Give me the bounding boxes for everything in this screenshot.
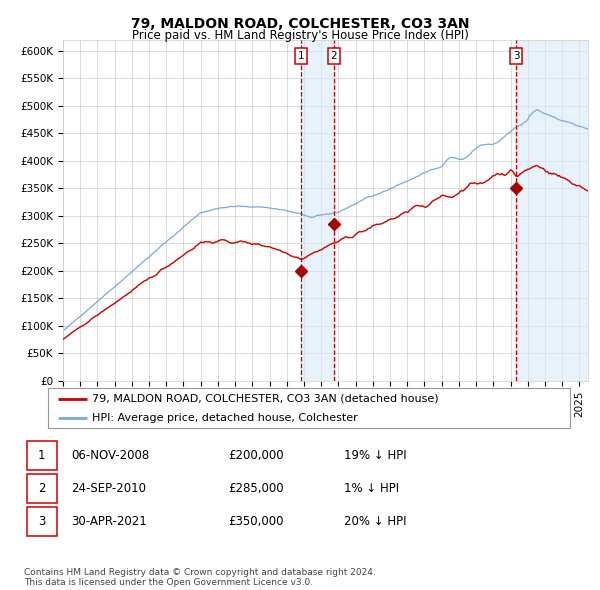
- FancyBboxPatch shape: [27, 474, 57, 503]
- Text: 1: 1: [38, 448, 46, 462]
- Text: Contains HM Land Registry data © Crown copyright and database right 2024.
This d: Contains HM Land Registry data © Crown c…: [24, 568, 376, 587]
- Text: 79, MALDON ROAD, COLCHESTER, CO3 3AN: 79, MALDON ROAD, COLCHESTER, CO3 3AN: [131, 17, 469, 31]
- Text: 2: 2: [38, 481, 46, 495]
- Text: 1: 1: [298, 51, 305, 61]
- FancyBboxPatch shape: [27, 507, 57, 536]
- Text: HPI: Average price, detached house, Colchester: HPI: Average price, detached house, Colc…: [92, 413, 358, 422]
- Text: 1% ↓ HPI: 1% ↓ HPI: [344, 481, 399, 495]
- Text: 20% ↓ HPI: 20% ↓ HPI: [344, 514, 407, 528]
- Text: £200,000: £200,000: [228, 448, 284, 462]
- Text: 3: 3: [38, 514, 46, 528]
- Text: £285,000: £285,000: [228, 481, 284, 495]
- Text: £350,000: £350,000: [228, 514, 284, 528]
- Text: Price paid vs. HM Land Registry's House Price Index (HPI): Price paid vs. HM Land Registry's House …: [131, 30, 469, 42]
- Text: 30-APR-2021: 30-APR-2021: [71, 514, 146, 528]
- FancyBboxPatch shape: [48, 388, 570, 428]
- Text: 19% ↓ HPI: 19% ↓ HPI: [344, 448, 407, 462]
- Text: 3: 3: [513, 51, 520, 61]
- Bar: [516, 40, 588, 381]
- Text: 24-SEP-2010: 24-SEP-2010: [71, 481, 146, 495]
- Text: 79, MALDON ROAD, COLCHESTER, CO3 3AN (detached house): 79, MALDON ROAD, COLCHESTER, CO3 3AN (de…: [92, 394, 439, 404]
- Text: 2: 2: [331, 51, 337, 61]
- FancyBboxPatch shape: [27, 441, 57, 470]
- Text: 06-NOV-2008: 06-NOV-2008: [71, 448, 149, 462]
- Bar: [301, 40, 334, 381]
